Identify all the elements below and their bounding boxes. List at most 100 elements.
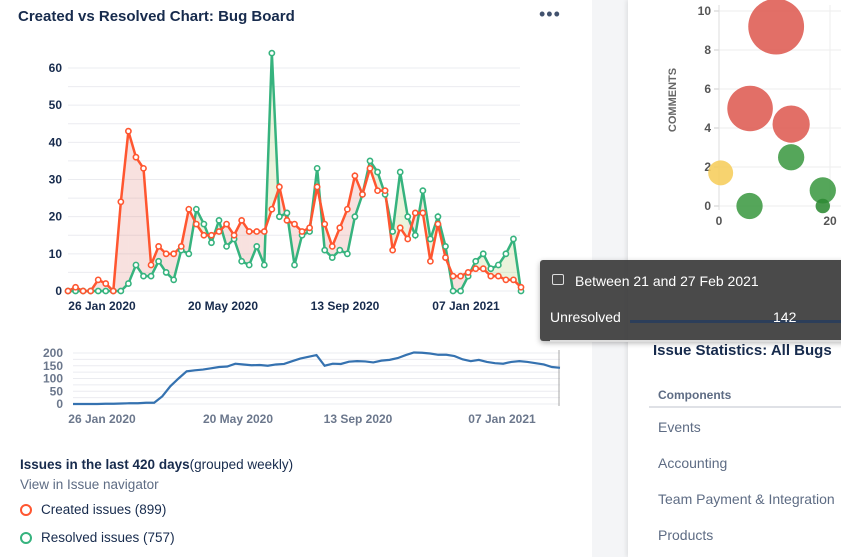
data-point xyxy=(192,220,200,228)
y-tick-label: 30 xyxy=(49,173,63,187)
y-tick-label: 150 xyxy=(43,359,63,373)
area-between xyxy=(505,238,514,280)
data-point xyxy=(419,187,427,195)
data-point xyxy=(351,213,359,221)
data-point xyxy=(426,235,434,243)
data-point xyxy=(117,198,125,206)
data-point xyxy=(253,242,261,250)
data-point xyxy=(517,283,525,291)
data-point xyxy=(79,287,87,295)
x-tick-label: 07 Jan 2021 xyxy=(468,412,536,426)
gadget-title: Created vs Resolved Chart: Bug Board xyxy=(18,8,295,25)
data-point xyxy=(381,187,389,195)
data-point xyxy=(94,276,102,284)
y-tick-label: 10 xyxy=(49,247,63,261)
data-point xyxy=(359,190,366,198)
tooltip-underline xyxy=(550,340,841,342)
header-divider xyxy=(649,406,841,408)
component-row[interactable]: Products xyxy=(658,527,714,543)
y-tick-label: 50 xyxy=(50,384,64,398)
data-point xyxy=(479,265,487,273)
data-point xyxy=(472,257,480,265)
data-point xyxy=(117,287,125,295)
data-point xyxy=(343,205,351,213)
y-tick-label: 100 xyxy=(43,372,63,386)
data-point xyxy=(374,187,381,195)
data-point xyxy=(200,231,208,239)
x-tick-label: 20 May 2020 xyxy=(203,412,273,426)
calendar-icon xyxy=(552,274,564,285)
legend-created[interactable]: Created issues (899) xyxy=(20,502,166,517)
x-tick-label: 13 Sep 2020 xyxy=(324,412,393,426)
data-point xyxy=(283,209,291,217)
data-point xyxy=(268,205,276,213)
y-tick-label: 20 xyxy=(49,210,63,224)
data-point xyxy=(132,153,140,161)
area-between xyxy=(135,157,144,277)
bubble xyxy=(708,160,734,186)
data-point xyxy=(389,228,397,235)
area-between xyxy=(256,231,265,265)
data-point xyxy=(283,216,291,224)
data-point xyxy=(155,242,162,250)
data-point xyxy=(472,265,480,273)
data-point xyxy=(419,209,427,217)
y-tick-label: 4 xyxy=(704,121,711,135)
data-point xyxy=(253,228,261,235)
y-tick-label: 200 xyxy=(43,346,63,360)
x-tick-label: 26 Jan 2020 xyxy=(68,299,136,313)
data-point xyxy=(374,168,381,176)
data-point xyxy=(140,164,147,172)
y-tick-label: 40 xyxy=(49,135,63,149)
x-tick-label: 07 Jan 2021 xyxy=(432,299,500,313)
component-row[interactable]: Team Payment & Integration xyxy=(658,491,835,507)
data-point xyxy=(479,250,487,258)
bubble xyxy=(727,85,773,132)
data-point xyxy=(215,228,223,235)
data-point xyxy=(185,205,193,213)
data-point xyxy=(510,276,517,284)
data-point xyxy=(155,257,162,265)
unresolved-line xyxy=(73,351,561,406)
area-between xyxy=(128,131,136,284)
data-point xyxy=(306,224,313,232)
data-point xyxy=(230,231,238,239)
data-point xyxy=(487,265,495,273)
area-between xyxy=(453,276,461,291)
area-between xyxy=(354,175,363,217)
data-point xyxy=(502,276,510,284)
component-row[interactable]: Accounting xyxy=(658,455,728,471)
legend-resolved-label: Resolved issues (757) xyxy=(41,530,175,545)
components-column-header[interactable]: Components xyxy=(658,388,732,402)
data-point xyxy=(162,250,170,258)
area-between xyxy=(196,209,204,236)
view-in-issue-navigator-link[interactable]: View in Issue navigator xyxy=(20,477,159,492)
data-point xyxy=(72,283,79,291)
data-point xyxy=(328,254,336,261)
data-point xyxy=(291,220,298,228)
created-vs-resolved-chart[interactable]: 0 10 20 30 40 50 60 26 Jan 2020 20 May 2020 13 Se… xyxy=(0,40,560,320)
component-row[interactable]: Events xyxy=(658,419,701,435)
data-point xyxy=(411,231,419,239)
data-point xyxy=(238,216,246,224)
data-point xyxy=(223,242,230,250)
legend-resolved[interactable]: Resolved issues (757) xyxy=(20,530,175,545)
data-point xyxy=(328,242,336,250)
y-tick-label: 0 xyxy=(704,199,711,213)
data-point xyxy=(321,220,329,228)
bubble-chart[interactable]: 0 2 4 6 8 10 0 20 COMMENTS xyxy=(628,0,841,235)
more-options-icon[interactable]: ••• xyxy=(539,4,561,24)
area-between xyxy=(339,209,348,254)
data-point xyxy=(404,235,412,243)
area-between xyxy=(120,131,129,291)
y-tick-label: 8 xyxy=(704,43,711,57)
legend-title: Issues in the last 420 days(grouped week… xyxy=(20,457,294,472)
data-point xyxy=(185,250,193,258)
data-point xyxy=(510,235,517,243)
bubble xyxy=(815,198,830,214)
data-point xyxy=(245,261,253,269)
data-point xyxy=(268,49,276,57)
data-point xyxy=(170,250,178,258)
data-point xyxy=(140,272,147,280)
